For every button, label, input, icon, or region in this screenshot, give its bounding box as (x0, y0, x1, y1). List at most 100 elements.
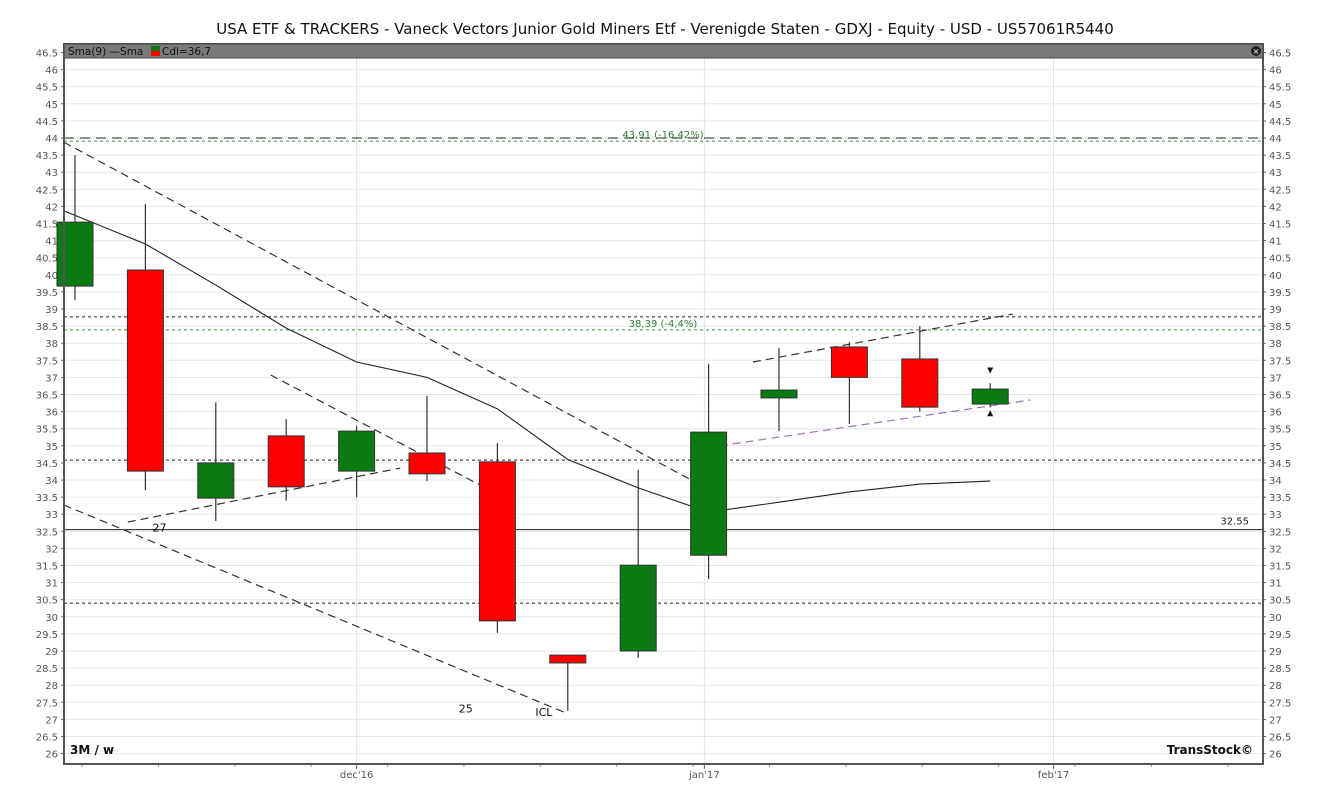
candle-down (267, 435, 305, 488)
annotation-label: 25 (459, 703, 473, 716)
y-tick-label-right: 39 (1269, 305, 1282, 316)
y-tick-label-left: 28 (45, 681, 58, 692)
y-tick-label-left: 43 (45, 168, 58, 179)
y-tick-label-right: 38.5 (1269, 322, 1291, 333)
y-tick-label-right: 29 (1269, 647, 1282, 658)
y-tick-label-left: 38 (45, 339, 58, 350)
x-tick-label: feb'17 (1038, 770, 1070, 781)
y-tick-label-left: 38.5 (36, 322, 58, 333)
trend-line (719, 399, 1031, 447)
y-tick-label-left: 46 (45, 66, 58, 77)
candle-up (760, 389, 798, 399)
y-tick-label-right: 27 (1269, 715, 1282, 726)
y-tick-label-right: 29.5 (1269, 630, 1291, 641)
y-tick-label-left: 41 (45, 237, 58, 248)
candle-up (690, 431, 728, 556)
y-tick-label-right: 35.5 (1269, 425, 1291, 436)
y-tick-label-right: 45 (1269, 100, 1282, 111)
y-tick-label-left: 43.5 (36, 151, 58, 162)
candle-down (901, 358, 939, 408)
candle-up (971, 388, 1009, 405)
close-icon-glyph: × (1253, 47, 1260, 56)
y-tick-label-right: 27.5 (1269, 698, 1291, 709)
candle-down (549, 654, 587, 664)
trend-line (63, 141, 720, 496)
y-tick-label-left: 37 (45, 373, 58, 384)
plot-frame (63, 43, 1264, 765)
y-tick-label-right: 41 (1269, 237, 1282, 248)
y-tick-label-right: 32 (1269, 544, 1282, 555)
y-tick-label-left: 27 (45, 715, 58, 726)
y-tick-label-left: 35 (45, 442, 58, 453)
y-tick-label-right: 32.5 (1269, 527, 1291, 538)
y-tick-label-left: 32 (45, 544, 58, 555)
y-tick-label-right: 26.5 (1269, 733, 1291, 744)
y-tick-label-right: 44 (1269, 134, 1282, 145)
y-tick-label-right: 42 (1269, 202, 1282, 213)
y-tick-label-left: 36 (45, 408, 58, 419)
y-tick-label-left: 45 (45, 100, 58, 111)
y-tick-label-right: 37 (1269, 373, 1282, 384)
legend-sma-text: Sma(9) —Sma (68, 46, 143, 58)
candle-up (197, 462, 235, 499)
brand-label: TransStock© (1167, 743, 1253, 757)
legend-candle-text: Cdl=36,7 (162, 46, 211, 58)
y-tick-label-left: 33 (45, 510, 58, 521)
candle-up (619, 564, 657, 652)
y-tick-label-right: 38 (1269, 339, 1282, 350)
annotation-label: ICL (535, 706, 553, 719)
y-tick-label-left: 29 (45, 647, 58, 658)
candle-up (338, 430, 376, 472)
y-tick-label-right: 28 (1269, 681, 1282, 692)
y-tick-label-left: 32.5 (36, 527, 58, 538)
y-tick-label-left: 39.5 (36, 288, 58, 299)
y-tick-label-left: 34 (45, 476, 58, 487)
y-tick-label-left: 39 (45, 305, 58, 316)
chart-title: USA ETF & TRACKERS - Vaneck Vectors Juni… (216, 20, 1114, 38)
trend-line (752, 313, 1013, 363)
y-tick-label-left: 44 (45, 134, 58, 145)
y-tick-label-left: 36.5 (36, 391, 58, 402)
y-tick-label-right: 39.5 (1269, 288, 1291, 299)
y-tick-label-right: 30.5 (1269, 596, 1291, 607)
legend-bar (63, 43, 1264, 59)
y-tick-label-right: 45.5 (1269, 83, 1291, 94)
y-tick-label-left: 34.5 (36, 459, 58, 470)
y-tick-label-left: 42 (45, 202, 58, 213)
y-tick-label-right: 36 (1269, 408, 1282, 419)
y-tick-label-left: 44.5 (36, 117, 58, 128)
y-tick-label-right: 46.5 (1269, 49, 1291, 60)
level-label: 32.55 (1220, 517, 1249, 528)
y-tick-label-right: 41.5 (1269, 220, 1291, 231)
candle-down (830, 346, 868, 378)
y-tick-label-left: 40 (45, 271, 58, 282)
y-tick-label-left: 41.5 (36, 220, 58, 231)
triangle-up-marker (987, 410, 994, 417)
y-tick-label-right: 33 (1269, 510, 1282, 521)
y-tick-label-right: 43 (1269, 168, 1282, 179)
y-tick-label-right: 34 (1269, 476, 1282, 487)
y-tick-label-left: 33.5 (36, 493, 58, 504)
y-tick-label-right: 36.5 (1269, 391, 1291, 402)
y-tick-label-right: 30 (1269, 613, 1282, 624)
y-tick-label-right: 42.5 (1269, 185, 1291, 196)
y-tick-label-left: 27.5 (36, 698, 58, 709)
level-label: 43,91 (-16,42%) (622, 130, 703, 141)
y-tick-label-left: 28.5 (36, 664, 58, 675)
trend-line (127, 467, 401, 523)
candle-down (478, 461, 516, 622)
y-tick-label-left: 45.5 (36, 83, 58, 94)
legend-candle-down-swatch (151, 51, 160, 56)
y-tick-label-left: 30.5 (36, 596, 58, 607)
y-tick-label-left: 26 (45, 750, 58, 761)
y-tick-label-left: 35.5 (36, 425, 58, 436)
y-tick-label-right: 26 (1269, 750, 1282, 761)
y-tick-label-right: 35 (1269, 442, 1282, 453)
y-tick-label-left: 31.5 (36, 562, 58, 573)
close-icon[interactable] (1251, 46, 1261, 56)
y-tick-label-right: 43.5 (1269, 151, 1291, 162)
y-tick-label-right: 44.5 (1269, 117, 1291, 128)
y-tick-label-left: 26.5 (36, 733, 58, 744)
x-tick-label: jan'17 (688, 770, 720, 781)
